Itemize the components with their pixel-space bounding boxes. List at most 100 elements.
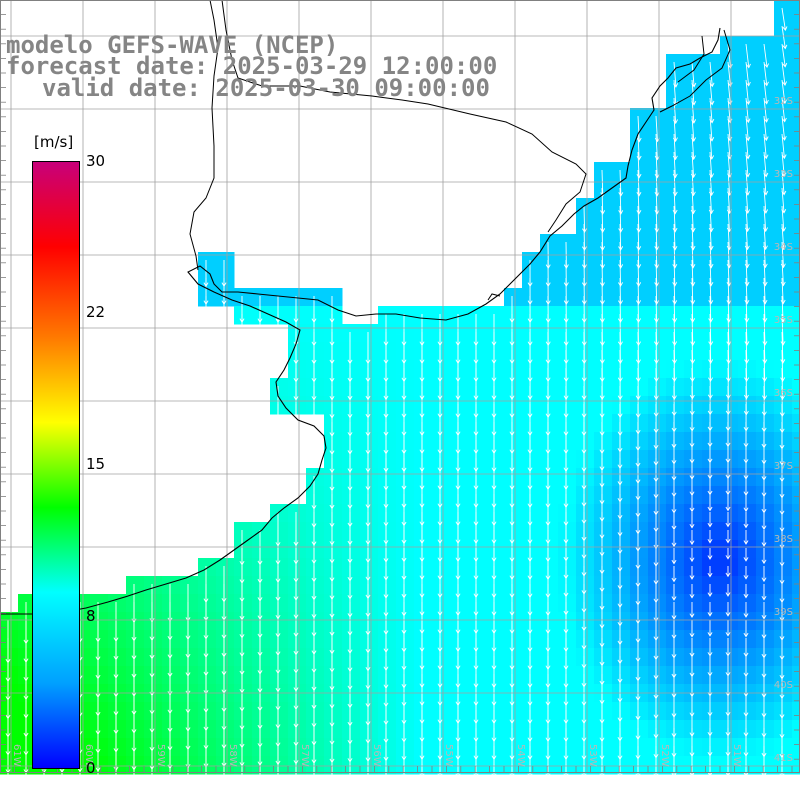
wind-cell [774, 90, 793, 109]
wind-cell [396, 432, 415, 451]
wind-cell [414, 522, 433, 541]
wind-cell [612, 198, 631, 217]
wind-cell [324, 576, 343, 595]
wind-cell [576, 396, 595, 415]
wind-cell [288, 288, 307, 307]
wind-cell [702, 738, 721, 757]
wind-cell [324, 702, 343, 721]
wind-cell [234, 576, 253, 595]
latitude-label: 32S [774, 96, 793, 107]
wind-cell [702, 306, 721, 325]
wind-cell [486, 342, 505, 361]
wind-arrow [311, 404, 317, 437]
wind-cell [414, 540, 433, 559]
wind-arrow [672, 223, 678, 251]
wind-cell [378, 720, 397, 739]
wind-arrow [761, 584, 767, 601]
wind-arrow [654, 151, 660, 179]
wind-cell [702, 756, 721, 775]
wind-arrow [25, 764, 27, 800]
wind-cell [666, 504, 685, 523]
wind-cell [378, 702, 397, 721]
wind-cell [486, 324, 505, 343]
wind-cell [522, 378, 541, 397]
wind-cell [558, 396, 577, 415]
wind-cell [684, 54, 703, 73]
wind-cell [594, 396, 613, 415]
wind-cell [468, 540, 487, 559]
wind-cell [522, 738, 541, 757]
wind-arrow [275, 764, 281, 800]
wind-cell [468, 648, 487, 667]
wind-speed-field [0, 0, 800, 775]
wind-arrow [672, 295, 678, 323]
wind-cell [792, 216, 800, 235]
wind-arrow [762, 277, 768, 305]
wind-cell [252, 576, 271, 595]
wind-cell [144, 756, 163, 775]
wind-cell [378, 738, 397, 757]
wind-cell [126, 576, 145, 595]
wind-cell [198, 594, 217, 613]
wind-cell [594, 324, 613, 343]
wind-cell [504, 396, 523, 415]
wind-cell [792, 126, 800, 145]
colorbar-tick-15: 15 [86, 455, 106, 473]
wind-cell [468, 594, 487, 613]
wind-cell [576, 612, 595, 631]
wind-cell [756, 162, 775, 181]
wind-cell [324, 504, 343, 523]
wind-cell [792, 540, 800, 559]
wind-cell [558, 342, 577, 361]
wind-cell [558, 234, 577, 253]
wind-cell [702, 720, 721, 739]
wind-cell [774, 594, 793, 613]
wind-cell [756, 504, 775, 523]
wind-cell [738, 414, 757, 433]
wind-cell [468, 756, 487, 775]
wind-cell [378, 396, 397, 415]
wind-arrow [275, 314, 281, 347]
wind-arrow [743, 494, 749, 513]
wind-cell [648, 756, 667, 775]
wind-cell [756, 738, 775, 757]
wind-cell [792, 576, 800, 595]
wind-arrow [689, 566, 695, 580]
wind-arrow [636, 133, 642, 161]
wind-cell [612, 522, 631, 541]
wind-cell [252, 630, 271, 649]
wind-cell [774, 468, 793, 487]
wind-cell [306, 522, 325, 541]
wind-cell [378, 360, 397, 379]
wind-cell [288, 666, 307, 685]
wind-cell [126, 720, 145, 739]
wind-cell [306, 648, 325, 667]
wind-cell [558, 738, 577, 757]
wind-cell [630, 756, 649, 775]
wind-cell [504, 630, 523, 649]
wind-cell [666, 342, 685, 361]
wind-arrow [509, 764, 515, 797]
wind-cell [234, 540, 253, 559]
wind-cell [324, 468, 343, 487]
wind-cell [738, 108, 757, 127]
wind-cell [630, 342, 649, 361]
wind-cell [720, 108, 739, 127]
wind-cell [396, 648, 415, 667]
wind-cell [738, 126, 757, 145]
wind-cell [198, 666, 217, 685]
wind-cell [450, 630, 469, 649]
wind-arrow [203, 296, 209, 323]
wind-cell [684, 558, 703, 577]
wind-cell [432, 648, 451, 667]
wind-cell [522, 612, 541, 631]
wind-cell [450, 522, 469, 541]
wind-cell [432, 468, 451, 487]
wind-cell [360, 630, 379, 649]
wind-arrow [654, 277, 660, 305]
wind-arrow [779, 548, 785, 567]
wind-cell [0, 666, 19, 685]
wind-cell [630, 666, 649, 685]
wind-cell [630, 324, 649, 343]
wind-arrow [671, 584, 677, 601]
